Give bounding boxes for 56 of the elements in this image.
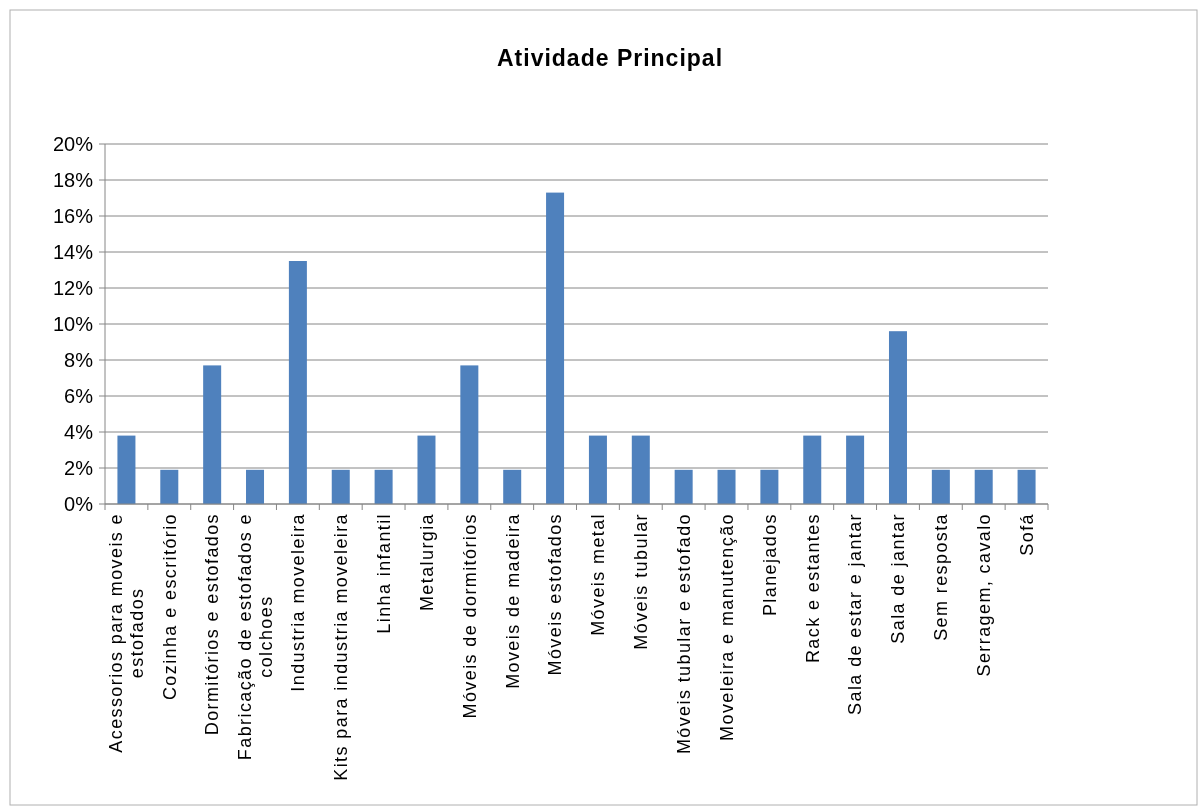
y-tick-label: 8% bbox=[64, 349, 94, 371]
x-tick-label: Moveis de madeira bbox=[502, 513, 523, 689]
bar bbox=[246, 469, 265, 504]
x-tick-label: Acessorios para moveis e estofados bbox=[106, 513, 148, 753]
x-tick-label: Sala de jantar bbox=[888, 512, 909, 644]
x-tick-label: Industria moveleira bbox=[288, 513, 309, 692]
x-tick-label: Moveleira e manutenção bbox=[716, 513, 737, 741]
bar bbox=[717, 469, 736, 504]
bar bbox=[674, 469, 693, 504]
bar bbox=[931, 469, 950, 504]
bar bbox=[417, 435, 436, 504]
bar bbox=[631, 435, 650, 504]
x-tick-label: Sala de estar e jantar bbox=[845, 513, 866, 715]
x-tick-label: Linha infantil bbox=[373, 512, 394, 634]
bar bbox=[588, 435, 607, 504]
bar bbox=[1017, 469, 1036, 504]
x-tick-label: Metalurgia bbox=[416, 513, 437, 612]
bar bbox=[331, 469, 350, 504]
bar bbox=[288, 261, 307, 504]
chart-title: Atividade Principal bbox=[496, 45, 724, 71]
bar bbox=[460, 365, 479, 504]
bar bbox=[760, 469, 779, 504]
y-tick-label: 18% bbox=[52, 169, 94, 191]
bar bbox=[117, 435, 136, 504]
bar bbox=[974, 469, 993, 504]
bar bbox=[803, 435, 822, 504]
y-tick-label: 12% bbox=[52, 277, 94, 299]
x-tick-label: Sem resposta bbox=[931, 513, 952, 641]
x-tick-label: Móveis metal bbox=[588, 512, 609, 636]
x-tick-label: Dormitórios e estofados bbox=[202, 513, 223, 736]
x-tick-label: Cozinha e escritório bbox=[159, 513, 180, 701]
bar bbox=[374, 469, 393, 504]
y-tick-label: 14% bbox=[52, 241, 94, 263]
x-tick-label: Planejados bbox=[759, 513, 780, 617]
bar bbox=[503, 469, 522, 504]
y-tick-label: 6% bbox=[64, 385, 94, 407]
y-tick-label: 2% bbox=[64, 457, 94, 479]
x-tick-label: Móveis de dormitórios bbox=[459, 513, 480, 719]
y-tick-label: 10% bbox=[52, 313, 94, 335]
x-tick-label: Sofá bbox=[1016, 512, 1037, 556]
x-tick-label: Serragem, cavalo bbox=[974, 513, 994, 677]
x-tick-label: Móveis estofados bbox=[545, 512, 566, 676]
y-tick-label: 4% bbox=[64, 421, 94, 443]
x-tick-label: Fabricação de estofados e colchoes bbox=[234, 513, 276, 761]
x-tick-label: Rack e estantes bbox=[802, 512, 823, 664]
bar bbox=[546, 192, 565, 504]
y-tick-label: 16% bbox=[52, 205, 94, 227]
y-tick-label: 0% bbox=[64, 493, 94, 515]
bar bbox=[160, 469, 179, 504]
x-tick-label: Kits para industria moveleira bbox=[331, 513, 352, 781]
x-tick-label: Móveis tubular bbox=[631, 513, 652, 650]
bar bbox=[888, 331, 907, 504]
bar bbox=[846, 435, 865, 504]
bar bbox=[203, 365, 222, 504]
x-tick-label: Móveis tubular e estofado bbox=[673, 513, 694, 755]
y-tick-label: 20% bbox=[52, 133, 94, 155]
